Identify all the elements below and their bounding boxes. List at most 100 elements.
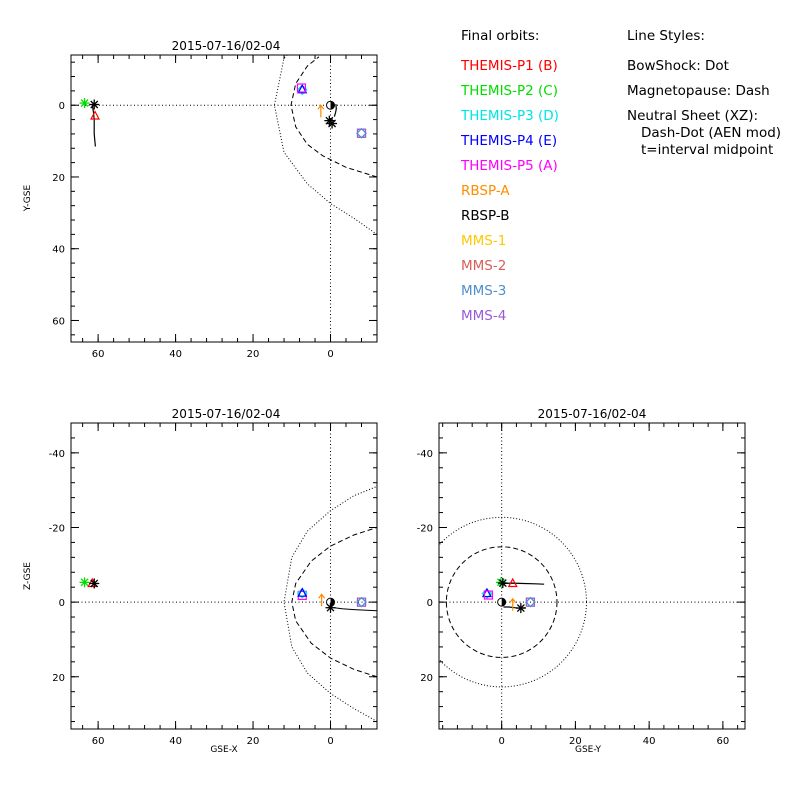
panel-yz-ytick-label-0: -40 — [417, 449, 433, 460]
panel-yz-marker-10 — [525, 596, 536, 608]
panel-yz-track — [501, 582, 545, 585]
legend-orbit-5: RBSP-A — [461, 183, 510, 199]
legend-orbit-list: THEMIS-P1 (B) THEMIS-P2 (C) THEMIS-P3 (D) T… — [460, 58, 559, 324]
panel-xz-marker-10 — [356, 596, 367, 608]
panel-yz-plot: 0 20 40 60 -40 -20 0 20 — [417, 422, 745, 747]
panel-xz-title: 2015-07-16/02-04 — [172, 407, 281, 421]
panel-xy-xtick-label-2: 20 — [247, 349, 260, 360]
legend-orbit-10: MMS-4 — [461, 308, 506, 324]
legend-orbit-7: MMS-1 — [461, 233, 506, 249]
panel-yz-xtick-label-0: 0 — [498, 736, 504, 747]
panel-xy-marker-4 — [296, 83, 307, 93]
panel-xy-ylabel: Y-GSE — [23, 185, 33, 213]
panel-xy-marker-5 — [317, 104, 325, 118]
legend-orbit-2: THEMIS-P3 (D) — [460, 108, 559, 124]
panel-yz-magnetopause — [445, 546, 558, 658]
panel-xy-marker-9 — [356, 128, 367, 138]
legend-style-0: BowShock: Dot — [627, 58, 729, 74]
legend-style-3: Dash-Dot (AEN mod) — [641, 125, 781, 141]
legend-orbit-6: RBSP-B — [461, 208, 509, 224]
panel-xy: 2015-07-16/02-04 60 40 20 0 0 20 40 60 Y-GSE — [23, 39, 378, 360]
panel-xy-marker-10 — [356, 128, 367, 138]
panel-yz-marker-7 — [515, 603, 526, 614]
panel-yz-title: 2015-07-16/02-04 — [538, 407, 647, 421]
panel-xy-magnetopause — [290, 56, 377, 178]
panel-xy-ytick-label-3: 60 — [52, 316, 65, 327]
panel-xz-ytick-label-2: 0 — [59, 598, 65, 609]
panel-xz-neutral-sheet — [334, 607, 377, 612]
panel-yz-xtick-label-2: 40 — [643, 736, 656, 747]
panel-xz-ytick-label-1: -20 — [49, 523, 65, 534]
panel-xy-marker-0 — [90, 110, 101, 120]
panel-xz-xtick-label-1: 40 — [169, 736, 182, 747]
panel-yz-bowshock — [439, 516, 587, 688]
panel-xz-xtick-label-2: 20 — [247, 736, 260, 747]
panel-yz-earth — [497, 597, 507, 607]
panel-xy-title: 2015-07-16/02-04 — [172, 39, 281, 53]
panel-yz-marker-6 — [509, 597, 517, 611]
legend-style-1: Magnetopause: Dash — [627, 83, 770, 99]
legend-styles-title: Line Styles: — [627, 28, 705, 44]
panel-xz-frame — [70, 422, 378, 730]
panel-yz-curves — [439, 516, 587, 688]
panel-yz-marker-4 — [497, 578, 508, 589]
panel-xz-earth — [326, 597, 336, 607]
panel-xz-marker-4 — [296, 587, 308, 599]
panel-xy-curves — [91, 55, 377, 235]
panel-yz-frame — [438, 422, 746, 730]
panel-xy-xtick-label-1: 40 — [169, 349, 182, 360]
legend-orbit-1: THEMIS-P2 (C) — [460, 83, 558, 99]
panel-yz-marker-5 — [507, 577, 518, 588]
panel-yz-ytick-label-2: 0 — [427, 598, 433, 609]
panel-xy-ytick-label-1: 20 — [52, 173, 65, 184]
panel-xz-ylabel: Z-GSE — [23, 562, 33, 590]
legend-style-2: Neutral Sheet (XZ): — [627, 108, 758, 124]
legend-style-list: BowShock: Dot Magnetopause: Dash Neutral S… — [627, 58, 781, 158]
panel-xy-track — [91, 105, 96, 147]
panel-xz-ytick-label-3: 20 — [52, 673, 65, 684]
panel-xy-ytick-label-0: 0 — [59, 101, 65, 112]
panel-xy-frame — [70, 54, 378, 343]
panel-xz-magnetopause — [291, 527, 377, 678]
panel-xz-xtick-label-0: 60 — [92, 736, 105, 747]
legend-orbit-0: THEMIS-P1 (B) — [460, 58, 558, 74]
panel-xy-ytick-label-2: 40 — [52, 245, 65, 256]
panel-xy-rbsp-track — [333, 104, 337, 117]
panel-xz-marker-2 — [89, 578, 100, 589]
panel-yz-xlabel: GSE-Y — [575, 745, 602, 755]
panel-xy-marker-1 — [79, 98, 90, 109]
panel-yz-ytick-label-3: 20 — [420, 673, 433, 684]
panel-xz-curves — [283, 485, 377, 722]
legend-orbits-title: Final orbits: — [461, 28, 539, 44]
panel-xy-marker-7 — [89, 99, 100, 110]
panel-xz-marker-5 — [297, 587, 308, 597]
panel-xy-marker-8 — [324, 115, 335, 126]
panel-xz-bowshock — [283, 485, 377, 722]
panel-xz-plot: 60 40 20 0 -40 -20 0 20 — [49, 422, 378, 747]
legend: Final orbits: Line Styles: THEMIS-P1 (B)… — [460, 28, 781, 324]
panel-xz-xlabel: GSE-X — [210, 745, 237, 755]
panel-xz-marker-6 — [318, 593, 326, 607]
legend-orbit-8: MMS-2 — [461, 258, 506, 274]
panel-xy-plot: 60 40 20 0 0 20 40 60 — [52, 55, 378, 360]
legend-orbit-4: THEMIS-P5 (A) — [460, 158, 558, 174]
panel-xy-bowshock — [273, 55, 377, 235]
panel-xy-xtick-label-3: 0 — [327, 349, 333, 360]
panel-xy-xtick-label-0: 60 — [92, 349, 105, 360]
panel-yz-xtick-label-3: 60 — [717, 736, 730, 747]
legend-orbit-3: THEMIS-P4 (E) — [460, 133, 557, 149]
panel-yz: 2015-07-16/02-04 0 20 40 60 -40 -20 0 20 GSE-Y — [417, 407, 746, 755]
panel-xz-marker-7 — [325, 602, 336, 613]
legend-style-4: t=interval midpoint — [641, 142, 773, 158]
panel-yz-ytick-label-1: -20 — [417, 523, 433, 534]
panel-xy-earth — [326, 100, 336, 110]
legend-orbit-9: MMS-3 — [461, 283, 506, 299]
panel-xz-marker-0 — [79, 577, 90, 588]
panel-xy-marker-11 — [356, 127, 367, 139]
panel-xz-xtick-label-3: 0 — [327, 736, 333, 747]
panel-xy-marker-3 — [297, 84, 308, 94]
panel-xz-ytick-label-0: -40 — [49, 449, 65, 460]
panel-yz-marker-2 — [483, 590, 494, 600]
